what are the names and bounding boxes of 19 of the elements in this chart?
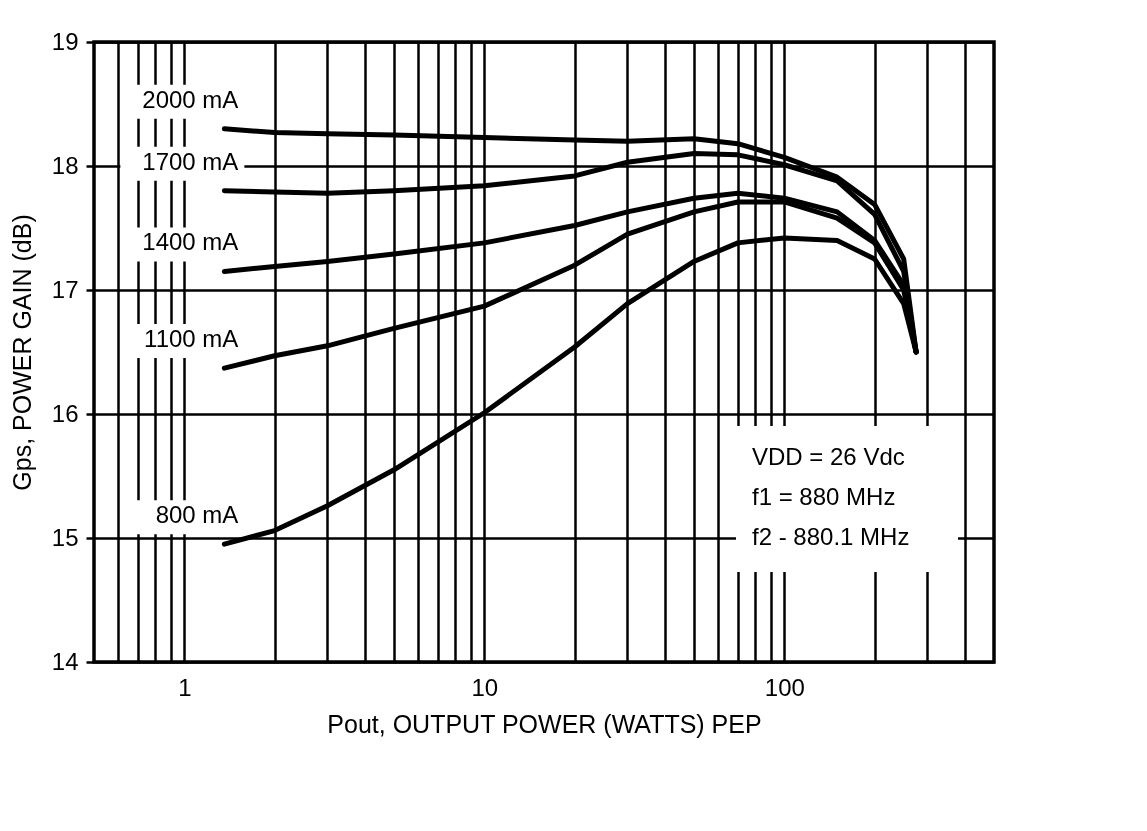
annotation: f2 - 880.1 MHz [752, 523, 910, 550]
series-label: 1400 mA [142, 228, 239, 256]
x-tick-label: 1 [178, 673, 192, 701]
y-tick-label: 17 [51, 275, 79, 303]
series-label: 1100 mA [144, 325, 239, 353]
x-axis-title: Pout, OUTPUT POWER (WATTS) PEP [327, 709, 762, 738]
annotation: f1 = 880 MHz [752, 483, 896, 510]
series-label: 2000 mA [142, 85, 239, 113]
y-tick-label: 18 [51, 151, 79, 179]
y-axis-title: Gps, POWER GAIN (dB) [7, 214, 36, 491]
x-tick-label: 10 [471, 673, 499, 701]
y-tick-label: 15 [51, 523, 79, 551]
series-label: 800 mA [155, 501, 239, 529]
x-tick-label: 100 [764, 673, 805, 701]
y-tick-label: 19 [51, 27, 79, 55]
annotation: VDD = 26 Vdc [752, 443, 905, 470]
y-tick-label: 16 [51, 399, 79, 427]
series-label: 1700 mA [142, 147, 239, 175]
y-tick-label: 14 [51, 647, 79, 675]
